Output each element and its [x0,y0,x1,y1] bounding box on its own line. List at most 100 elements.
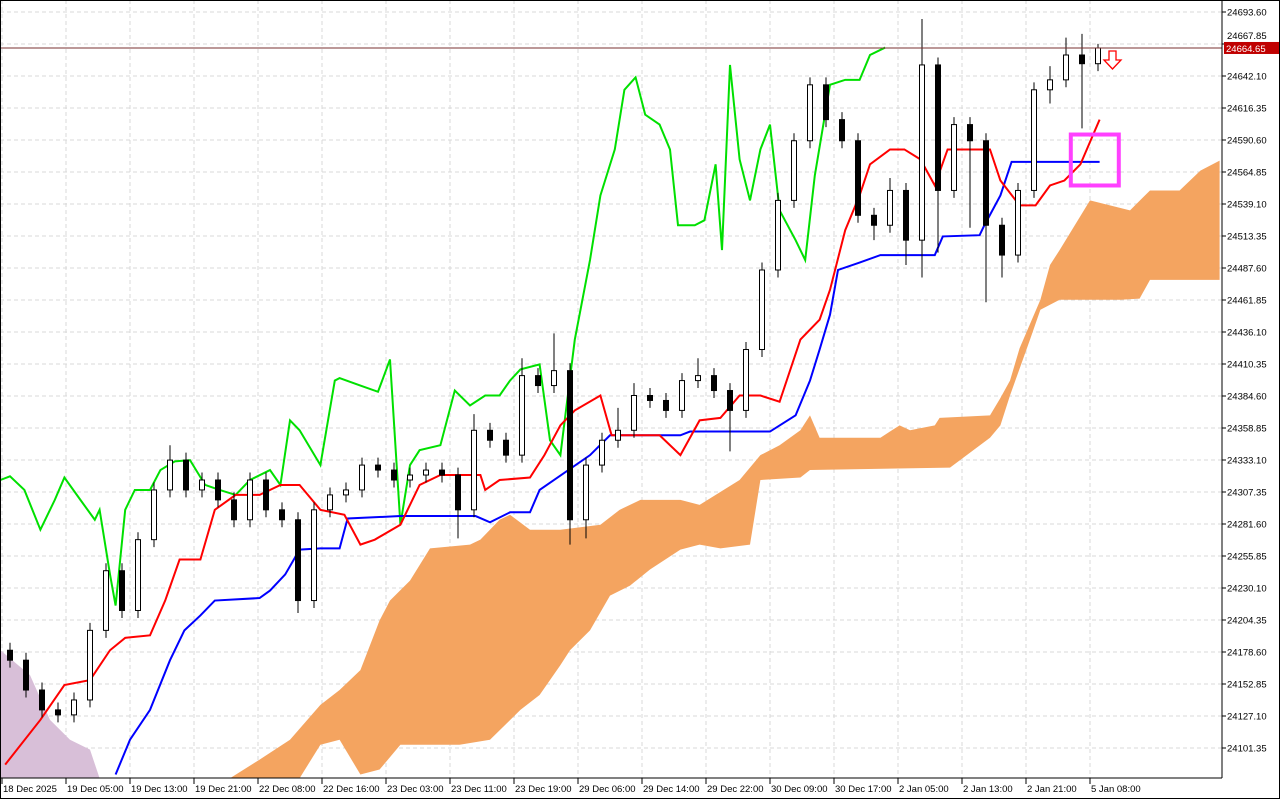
candles [7,18,1101,723]
y-tick-label: 24358.85 [1227,423,1267,434]
highlight-box [1068,132,1121,188]
y-tick-label: 24307.35 [1227,487,1267,498]
chikou-span-line [0,46,886,606]
x-tick-label: 23 Dec 19:00 [515,784,572,795]
x-tick-label: 29 Dec 14:00 [643,784,700,795]
y-tick-label: 24204.35 [1227,615,1267,626]
sell-signal-arrow-icon [1102,50,1123,70]
y-tick-label: 24513.35 [1227,231,1267,242]
x-tick-label: 30 Dec 09:00 [771,784,828,795]
current-price-label: 24664.65 [1226,44,1266,55]
bullish-candle [615,429,621,441]
bullish-candle [775,199,781,271]
bearish-candle [1079,54,1085,65]
bullish-candle [919,64,925,241]
y-tick-label: 24127.10 [1227,711,1267,722]
x-tick-label: 29 Dec 06:00 [579,784,636,795]
ichimoku-lines [0,46,1101,775]
bearish-candle [263,479,269,511]
y-tick-label: 24616.35 [1227,103,1267,114]
bearish-candle [487,429,493,441]
x-tick-label: 19 Dec 13:00 [131,784,188,795]
bearish-candle [711,375,717,392]
bullish-candle [311,509,317,602]
y-tick-label: 24255.85 [1227,551,1267,562]
bearish-candle [183,459,189,491]
bullish-candle [423,469,429,476]
bearish-candle [967,124,973,142]
bullish-candle [519,375,525,456]
bearish-candle [391,469,397,481]
y-tick-label: 24333.10 [1227,455,1267,466]
x-tick-label: 23 Dec 11:00 [451,784,507,795]
bearish-candle [455,474,461,511]
y-tick-label: 24436.10 [1227,327,1267,338]
x-tick-label: 5 Jan 08:00 [1091,784,1141,795]
x-tick-label: 2 Jan 05:00 [899,784,949,795]
y-tick-label: 24487.60 [1227,263,1267,274]
bullish-candle [167,459,173,491]
bullish-candle [1015,189,1021,256]
bearish-candle [295,519,301,602]
bullish-candle [343,489,349,496]
x-tick-label: 29 Dec 22:00 [707,784,764,795]
bullish-candle [1063,54,1069,81]
bullish-candle [631,394,637,431]
bullish-cloud [230,160,1220,778]
bullish-candle [759,269,765,351]
bearish-candle [727,390,733,411]
y-tick-label: 24590.60 [1227,135,1267,146]
tenkan-sen-line [4,119,1101,766]
bearish-candle [7,649,13,661]
bearish-candle [839,119,845,142]
y-tick-label: 24178.60 [1227,647,1267,658]
bearish-candle [663,399,669,411]
bearish-candle [567,370,573,521]
y-tick-label: 24642.10 [1227,71,1267,82]
annotations [0,47,1222,188]
bearish-candle [119,570,125,611]
bullish-candle [551,370,557,387]
bearish-candle [535,375,541,387]
bullish-candle [1031,89,1037,191]
bullish-candle [471,429,477,511]
x-tick-label: 22 Dec 16:00 [323,784,380,795]
bearish-candle [999,224,1005,256]
y-tick-label: 24101.35 [1227,743,1267,754]
y-tick-label: 24539.10 [1227,199,1267,210]
bullish-candle [791,140,797,201]
x-tick-label: 23 Dec 03:00 [387,784,444,795]
x-tick-label: 19 Dec 21:00 [195,784,252,795]
bullish-candle [359,464,365,491]
bullish-candle [583,464,589,521]
kijun-sen-line [114,160,1100,775]
x-tick-label: 19 Dec 05:00 [67,784,124,795]
bullish-candle [247,479,253,521]
y-tick-label: 24152.85 [1227,679,1267,690]
bearish-candle [279,509,285,521]
bearish-candle [23,659,29,691]
bullish-candle [1047,79,1053,91]
bearish-candle [935,64,941,191]
x-tick-label: 2 Jan 21:00 [1027,784,1077,795]
x-tick-label: 22 Dec 08:00 [259,784,316,795]
grid [0,0,1222,778]
bullish-candle [1095,47,1101,65]
bearish-candle [439,469,445,476]
bullish-candle [71,699,77,716]
y-tick-label: 24461.85 [1227,295,1267,306]
y-tick-label: 24230.10 [1227,583,1267,594]
current-price-label-bg [1224,41,1280,54]
bullish-candle [887,189,893,226]
bearish-candle [647,394,653,401]
bullish-candle [407,474,413,481]
bullish-candle [743,349,749,411]
bearish-candle [375,464,381,471]
bearish-candle [855,140,861,216]
bearish-cloud [0,650,100,778]
bearish-candle [823,84,829,121]
bullish-candle [695,375,701,382]
y-tick-label: 24384.60 [1227,391,1267,402]
